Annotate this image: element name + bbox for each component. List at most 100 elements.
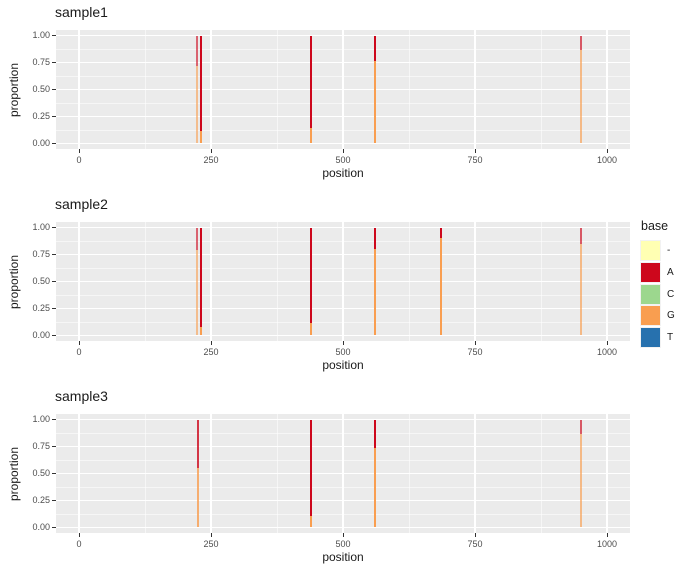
x-tick-mark bbox=[78, 341, 80, 345]
bar-segment-A bbox=[196, 35, 199, 66]
gridline-minor-v bbox=[540, 30, 542, 149]
x-tick-label: 500 bbox=[335, 347, 351, 357]
plot-panel bbox=[56, 222, 630, 341]
gridline-major-v bbox=[342, 414, 344, 533]
gridline-minor-v bbox=[540, 222, 542, 341]
gridline-minor-v bbox=[144, 222, 146, 341]
gridline-major-v bbox=[474, 414, 476, 533]
gridline-major-v bbox=[78, 30, 80, 149]
bar-segment-G bbox=[196, 250, 199, 336]
gridline-minor-v bbox=[276, 30, 278, 149]
x-tick-label: 250 bbox=[203, 155, 219, 165]
bar-segment-G bbox=[309, 322, 312, 336]
bar-segment-G bbox=[196, 65, 199, 144]
y-tick-label: 1.00 bbox=[32, 414, 50, 424]
gridline-major-v bbox=[606, 30, 608, 149]
gridline-major-v bbox=[78, 222, 80, 341]
legend-label-T: T bbox=[667, 332, 674, 344]
bar-segment-A bbox=[309, 419, 312, 516]
x-tick-mark bbox=[342, 341, 344, 345]
bar-segment-A bbox=[440, 227, 443, 239]
x-tick-mark bbox=[606, 341, 608, 345]
bar-segment-G bbox=[199, 130, 202, 144]
bar-segment-G bbox=[579, 49, 582, 144]
bar-segment-G bbox=[196, 468, 199, 528]
x-tick-mark bbox=[474, 533, 476, 537]
bar-segment-A bbox=[373, 419, 376, 448]
x-tick-mark bbox=[474, 341, 476, 345]
x-axis-title: position bbox=[322, 358, 364, 372]
y-tick-label: 0.75 bbox=[32, 249, 50, 259]
bar-segment-A bbox=[579, 35, 582, 50]
bar-segment-A bbox=[579, 227, 582, 244]
x-tick-mark bbox=[210, 149, 212, 153]
plot-panel bbox=[56, 414, 630, 533]
gridline-minor-v bbox=[408, 222, 410, 341]
bar-segment-G bbox=[373, 447, 376, 528]
gridline-minor-v bbox=[540, 414, 542, 533]
x-tick-label: 500 bbox=[335, 539, 351, 549]
y-tick-label: 0.75 bbox=[32, 441, 50, 451]
x-tick-label: 500 bbox=[335, 155, 351, 165]
y-tick-mark bbox=[52, 35, 56, 36]
y-tick-label: 0.50 bbox=[32, 84, 50, 94]
y-tick-label: 0.25 bbox=[32, 303, 50, 313]
y-tick-label: 1.00 bbox=[32, 30, 50, 40]
y-tick-mark bbox=[52, 527, 56, 528]
legend-swatch-- bbox=[640, 240, 661, 261]
y-tick-label: 1.00 bbox=[32, 222, 50, 232]
gridline-major-v bbox=[210, 30, 212, 149]
x-tick-mark bbox=[342, 149, 344, 153]
y-tick-label: 0.50 bbox=[32, 468, 50, 478]
x-tick-mark bbox=[210, 341, 212, 345]
legend-swatch-T bbox=[640, 327, 661, 349]
facet-title: sample1 bbox=[55, 4, 108, 20]
bar-segment-A bbox=[373, 227, 376, 250]
y-tick-mark bbox=[52, 281, 56, 282]
facet-sample3: sample3 proportion 0.00 0.25 0.50 0.75 1.00 0 25… bbox=[0, 384, 691, 576]
x-tick-label: 1000 bbox=[596, 155, 618, 165]
x-tick-label: 750 bbox=[467, 347, 483, 357]
gridline-major-v bbox=[210, 414, 212, 533]
x-tick-mark bbox=[474, 149, 476, 153]
x-tick-label: 1000 bbox=[596, 347, 618, 357]
bar-segment-G bbox=[199, 326, 202, 336]
y-tick-mark bbox=[52, 89, 56, 90]
x-tick-label: 250 bbox=[203, 539, 219, 549]
y-tick-mark bbox=[52, 446, 56, 447]
y-tick-mark bbox=[52, 419, 56, 420]
gridline-major-v bbox=[210, 222, 212, 341]
y-tick-mark bbox=[52, 254, 56, 255]
y-tick-mark bbox=[52, 116, 56, 117]
x-tick-mark bbox=[78, 533, 80, 537]
bar-segment-G bbox=[579, 433, 582, 528]
legend-label-A: A bbox=[667, 266, 674, 278]
x-tick-mark bbox=[78, 149, 80, 153]
gridline-minor-v bbox=[276, 222, 278, 341]
legend-label-C: C bbox=[667, 288, 675, 300]
gridline-major-v bbox=[342, 222, 344, 341]
gridline-major-v bbox=[606, 222, 608, 341]
gridline-major-v bbox=[342, 30, 344, 149]
facet-title: sample2 bbox=[55, 196, 108, 212]
x-tick-label: 0 bbox=[76, 155, 82, 165]
gridline-minor-v bbox=[408, 414, 410, 533]
bar-segment-G bbox=[579, 243, 582, 336]
facet-title: sample3 bbox=[55, 388, 108, 404]
x-tick-label: 0 bbox=[76, 539, 82, 549]
legend-title: base bbox=[641, 219, 669, 233]
y-tick-mark bbox=[52, 500, 56, 501]
y-tick-label: 0.25 bbox=[32, 495, 50, 505]
y-tick-label: 0.00 bbox=[32, 138, 50, 148]
y-tick-label: 0.25 bbox=[32, 111, 50, 121]
legend-swatch-A bbox=[640, 261, 661, 283]
y-tick-label: 0.75 bbox=[32, 57, 50, 67]
gridline-major-v bbox=[474, 30, 476, 149]
y-tick-mark bbox=[52, 143, 56, 144]
x-axis-title: position bbox=[322, 166, 364, 180]
legend-swatch-G bbox=[640, 305, 661, 327]
y-tick-label: 0.50 bbox=[32, 276, 50, 286]
gridline-major-v bbox=[606, 414, 608, 533]
gridline-minor-v bbox=[144, 414, 146, 533]
gridline-major-v bbox=[78, 414, 80, 533]
